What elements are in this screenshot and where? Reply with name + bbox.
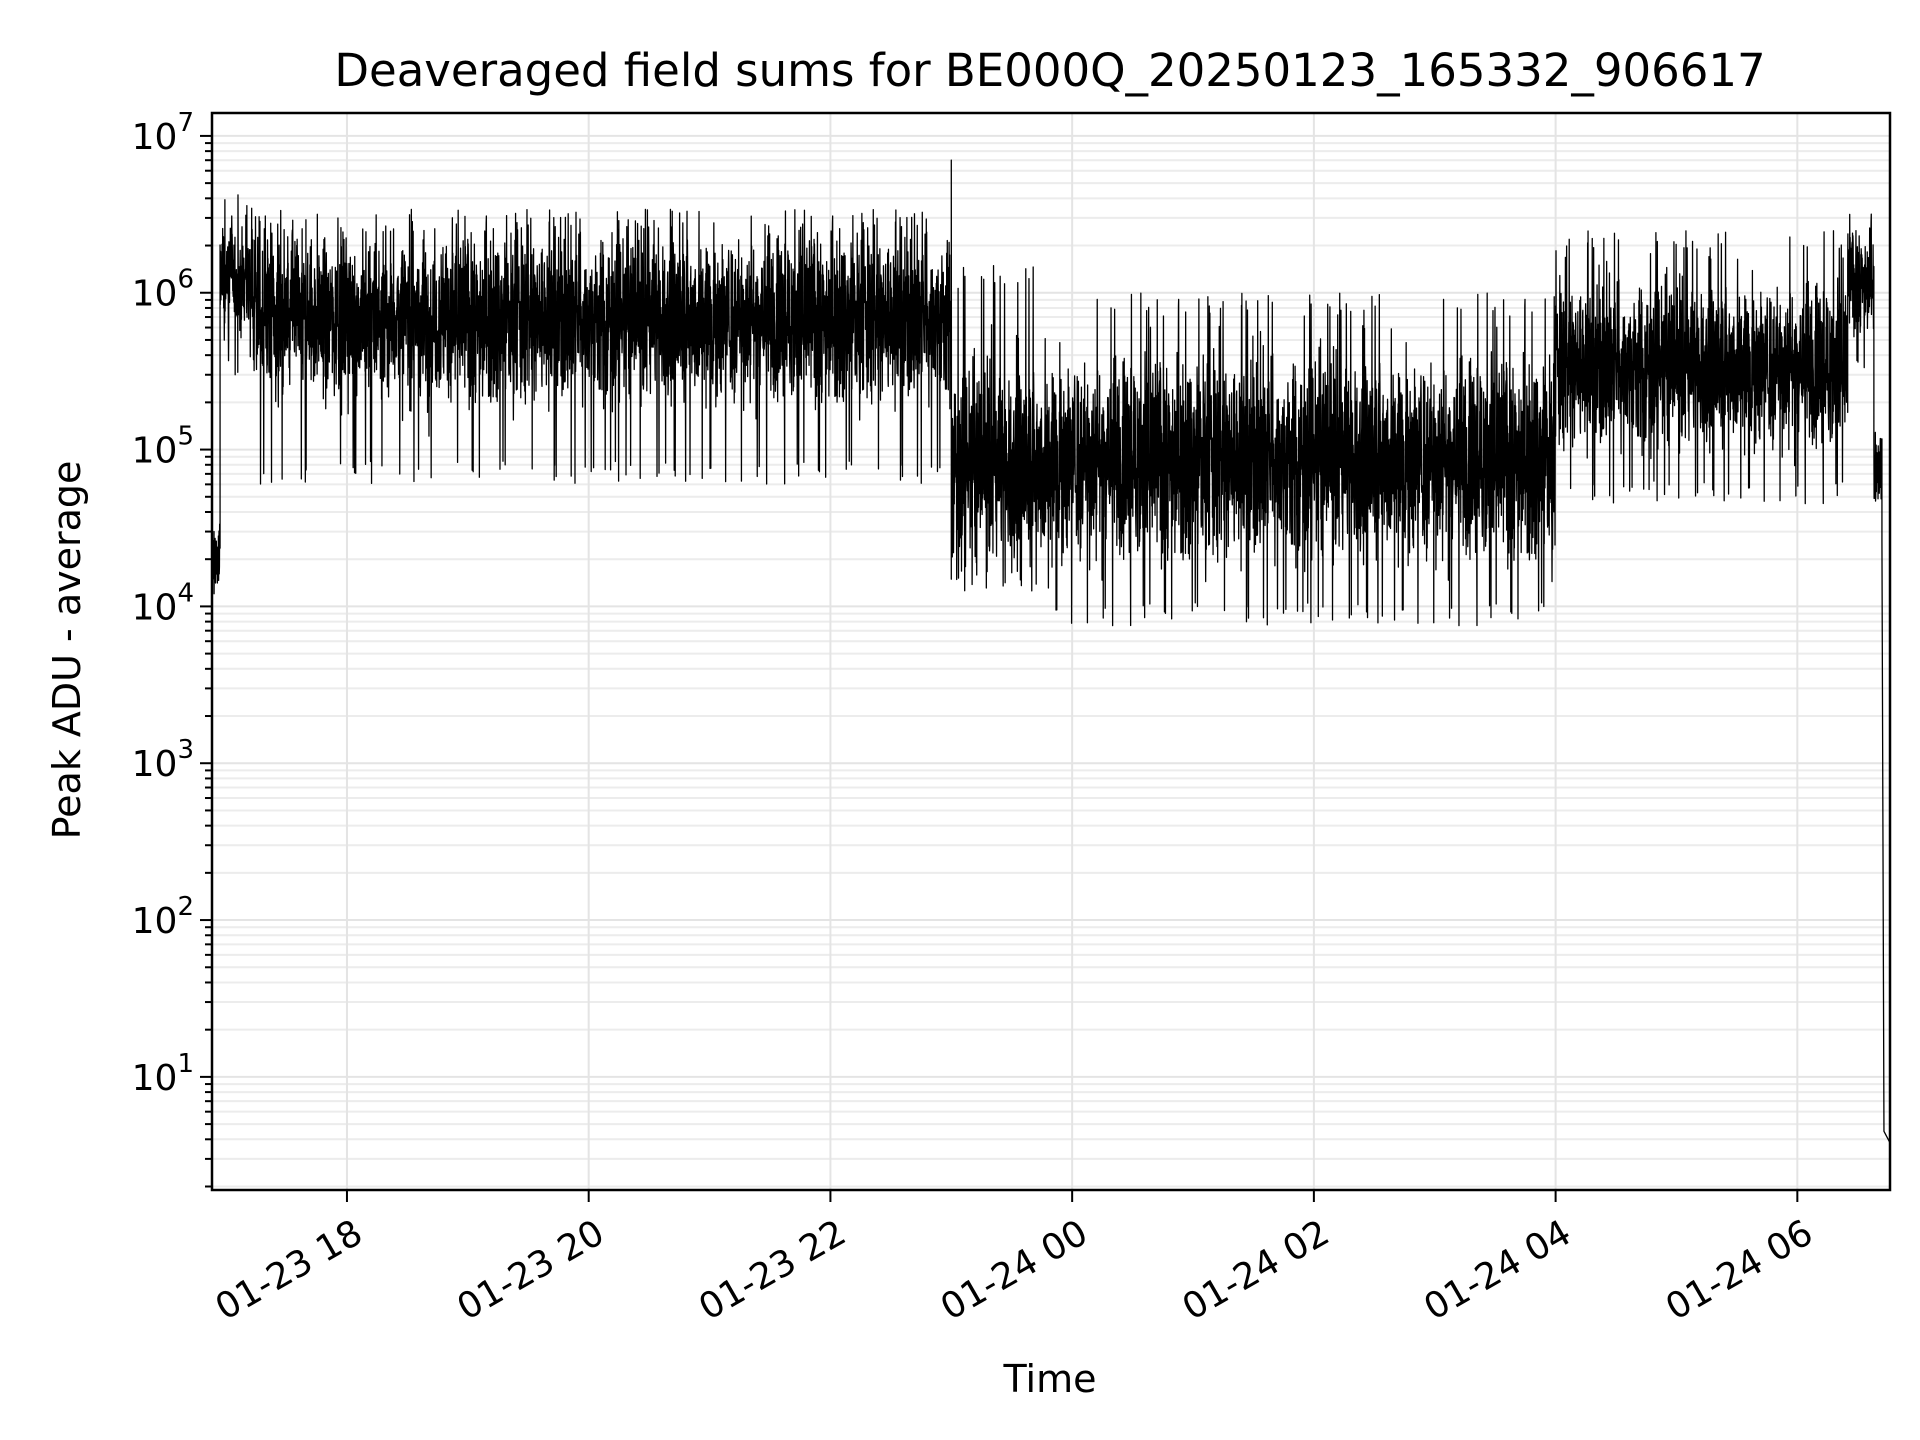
- chart-title: Deaveraged field sums for BE000Q_2025012…: [334, 44, 1765, 97]
- series-group: [211, 159, 1891, 1188]
- y-tick-label: 105: [132, 422, 194, 472]
- x-axis-label: Time: [1003, 1357, 1097, 1401]
- y-tick-label: 104: [132, 578, 194, 628]
- plot-frame: [210, 111, 1892, 1192]
- y-tick-label: 103: [132, 735, 194, 785]
- y-axis-label: Peak ADU - average: [45, 461, 89, 840]
- y-tick-label: 107: [132, 108, 194, 158]
- series-line-1: [211, 159, 1891, 1188]
- y-tick-label: 101: [132, 1049, 194, 1099]
- y-tick-label: 106: [132, 265, 194, 315]
- y-tick-label: 102: [132, 892, 194, 942]
